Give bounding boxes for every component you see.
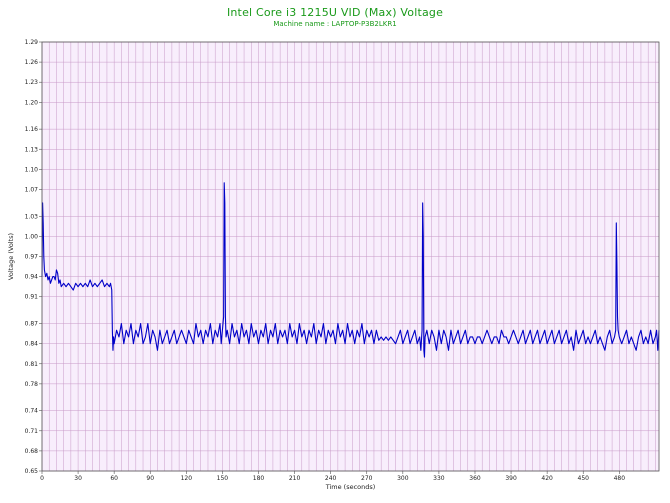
x-tick-label: 30 [74, 475, 82, 482]
y-tick-label: 0.71 [25, 428, 39, 435]
y-tick-label: 1.29 [25, 39, 39, 46]
x-tick-label: 240 [325, 475, 337, 482]
x-tick-label: 90 [146, 475, 154, 482]
y-tick-label: 1.16 [25, 126, 39, 133]
y-tick-label: 0.87 [25, 321, 39, 328]
y-tick-label: 1.07 [25, 186, 39, 193]
chart-subtitle: Machine name : LAPTOP-P3B2LKR1 [273, 20, 397, 28]
x-tick-label: 270 [361, 475, 373, 482]
y-axis-label: Voltage (Volts) [7, 233, 15, 280]
axis-ticks: 0 30 60 90 120 150 180 210 240 270 300 330 360 390 420… [25, 39, 626, 482]
x-tick-label: 0 [40, 475, 44, 482]
x-tick-label: 390 [505, 475, 517, 482]
y-tick-label: 0.65 [25, 468, 39, 475]
y-tick-label: 0.74 [25, 408, 39, 415]
x-tick-label: 60 [110, 475, 118, 482]
y-tick-label: 0.81 [25, 361, 39, 368]
y-tick-label: 1.26 [25, 59, 39, 66]
y-tick-label: 1.13 [25, 146, 39, 153]
y-tick-label: 0.97 [25, 254, 39, 261]
grid-lines [41, 41, 659, 472]
y-tick-label: 1.00 [25, 233, 39, 240]
x-tick-label: 150 [217, 475, 229, 482]
x-tick-label: 300 [397, 475, 409, 482]
x-tick-label: 360 [469, 475, 481, 482]
y-tick-label: 0.94 [25, 274, 39, 281]
x-tick-label: 450 [578, 475, 590, 482]
y-tick-label: 1.20 [25, 99, 39, 106]
plot-border [41, 41, 660, 472]
x-axis-label: Time (seconds) [325, 483, 376, 491]
x-tick-label: 210 [289, 475, 301, 482]
y-tick-label: 1.03 [25, 213, 39, 220]
y-tick-label: 1.10 [25, 166, 39, 173]
series-layer [41, 182, 660, 358]
x-tick-label: 120 [181, 475, 193, 482]
y-tick-label: 0.78 [25, 381, 39, 388]
x-tick-label: 330 [433, 475, 445, 482]
series-line-0 [41, 182, 660, 358]
chart-title: Intel Core i3 1215U VID (Max) Voltage [226, 6, 444, 19]
y-tick-label: 0.84 [25, 341, 39, 348]
x-tick-label: 480 [614, 475, 626, 482]
x-tick-label: 420 [541, 475, 553, 482]
x-tick-label: 180 [253, 475, 265, 482]
y-tick-label: 0.91 [25, 294, 39, 301]
y-tick-label: 1.23 [25, 79, 39, 86]
y-tick-label: 0.68 [25, 448, 39, 455]
